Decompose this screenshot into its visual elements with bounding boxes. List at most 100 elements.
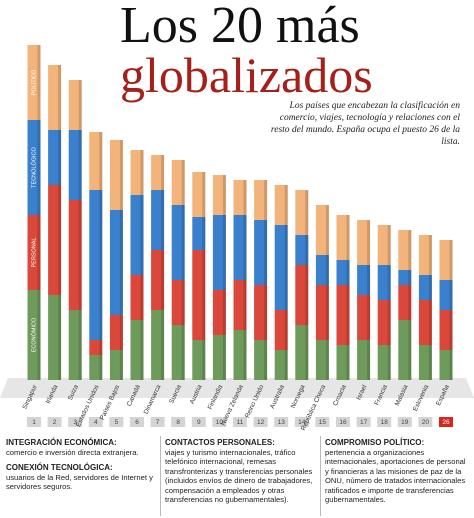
bar-segment <box>27 215 41 290</box>
bar-shade <box>140 275 144 320</box>
bar-shade <box>140 195 144 275</box>
bar-segment <box>212 290 226 335</box>
bar-shade <box>346 260 350 285</box>
bar-shade <box>305 325 309 380</box>
bar-shade <box>37 120 41 215</box>
bar-shade <box>387 300 391 345</box>
bar-segment <box>398 230 412 270</box>
bar-shade <box>284 350 288 380</box>
bar-segment <box>192 340 206 380</box>
bar-shade <box>202 340 206 380</box>
bar-shade <box>449 310 453 350</box>
bar-shade <box>99 190 103 340</box>
bar-segment <box>439 280 453 310</box>
bar-segment <box>48 185 62 295</box>
bar-shade <box>202 172 206 217</box>
chart-title-line2: globalizados <box>120 47 373 103</box>
bar-segment <box>212 175 226 215</box>
bar-segment <box>171 280 185 325</box>
bar-segment <box>48 295 62 380</box>
bar-shade <box>78 310 82 380</box>
rank-label: 8 <box>176 419 180 426</box>
bar-segment <box>254 285 268 340</box>
bar-shade <box>325 255 329 285</box>
bar-shade <box>264 340 268 380</box>
bar-segment <box>357 220 371 265</box>
bar-segment <box>254 220 268 285</box>
bar-segment <box>192 217 206 250</box>
bar-segment <box>274 185 288 225</box>
bar-shade <box>140 150 144 195</box>
bar-shade <box>119 350 123 380</box>
bar-shade <box>37 215 41 290</box>
bar-shade <box>264 220 268 285</box>
bar-segment <box>109 210 123 315</box>
bar-shade <box>264 285 268 340</box>
rank-box <box>171 417 186 427</box>
legend-label: POLÍTICO <box>30 69 37 95</box>
bar-segment <box>398 320 412 380</box>
bar-segment <box>48 65 62 130</box>
bar-shade <box>408 320 412 380</box>
bar-segment <box>151 190 165 250</box>
bar-segment <box>315 340 329 380</box>
rank-box <box>150 417 165 427</box>
bar-shade <box>367 220 371 265</box>
bar-segment <box>439 350 453 380</box>
bar-segment <box>130 195 144 275</box>
bar-segment <box>398 285 412 320</box>
bar-segment <box>295 325 309 380</box>
bar-segment <box>274 350 288 380</box>
rank-box <box>274 417 289 427</box>
note-text: pertenencia a organizaciones internacion… <box>325 447 466 505</box>
bar-segment <box>130 150 144 195</box>
bar-segment <box>68 130 82 200</box>
bar-shade <box>222 175 226 215</box>
rank-box <box>212 417 227 427</box>
rank-label: 12 <box>257 419 265 426</box>
bar-segment <box>357 340 371 380</box>
note-text: usuarios de la Red, servidores de Intern… <box>6 472 153 492</box>
separator <box>160 436 161 516</box>
rank-label: 11 <box>237 419 244 426</box>
rank-box <box>439 417 453 427</box>
bar-shade <box>428 300 432 345</box>
bar-segment <box>357 265 371 295</box>
bar-segment <box>89 340 103 355</box>
note-heading: COMPROMISO POLÍTICO: <box>325 438 425 447</box>
bar-segment <box>68 80 82 130</box>
bar-shade <box>161 155 165 190</box>
bar-segment <box>130 275 144 320</box>
note-column: COMPROMISO POLÍTICO: pertenencia a organ… <box>325 438 470 505</box>
bar-shade <box>264 180 268 220</box>
bar-shade <box>181 160 185 205</box>
bar-segment <box>377 265 391 300</box>
rank-box <box>47 417 62 427</box>
bar-segment <box>89 190 103 340</box>
bar-shade <box>140 320 144 380</box>
bar-shade <box>284 225 288 310</box>
rank-label: 10 <box>216 419 224 426</box>
note-column: INTEGRACIÓN ECONÓMICA: comercio e invers… <box>6 438 156 492</box>
rank-label: 2 <box>53 419 57 426</box>
bar-segment <box>418 345 432 380</box>
rank-box <box>397 417 412 427</box>
bar-shade <box>428 235 432 275</box>
bar-shade <box>449 280 453 310</box>
bar-segment <box>89 132 103 190</box>
bar-shade <box>346 285 350 345</box>
bar-shade <box>181 325 185 380</box>
bar-segment <box>192 172 206 217</box>
bar-shade <box>325 285 329 340</box>
bar-segment <box>68 200 82 310</box>
bar-segment <box>151 310 165 380</box>
bar-segment <box>336 215 350 260</box>
bar-shade <box>58 295 62 380</box>
rank-box <box>27 417 41 427</box>
bar-shade <box>181 205 185 280</box>
bar-shade <box>119 210 123 315</box>
rank-box <box>253 417 268 427</box>
rank-box <box>68 417 83 427</box>
bar-shade <box>222 215 226 290</box>
bar-shade <box>78 80 82 130</box>
